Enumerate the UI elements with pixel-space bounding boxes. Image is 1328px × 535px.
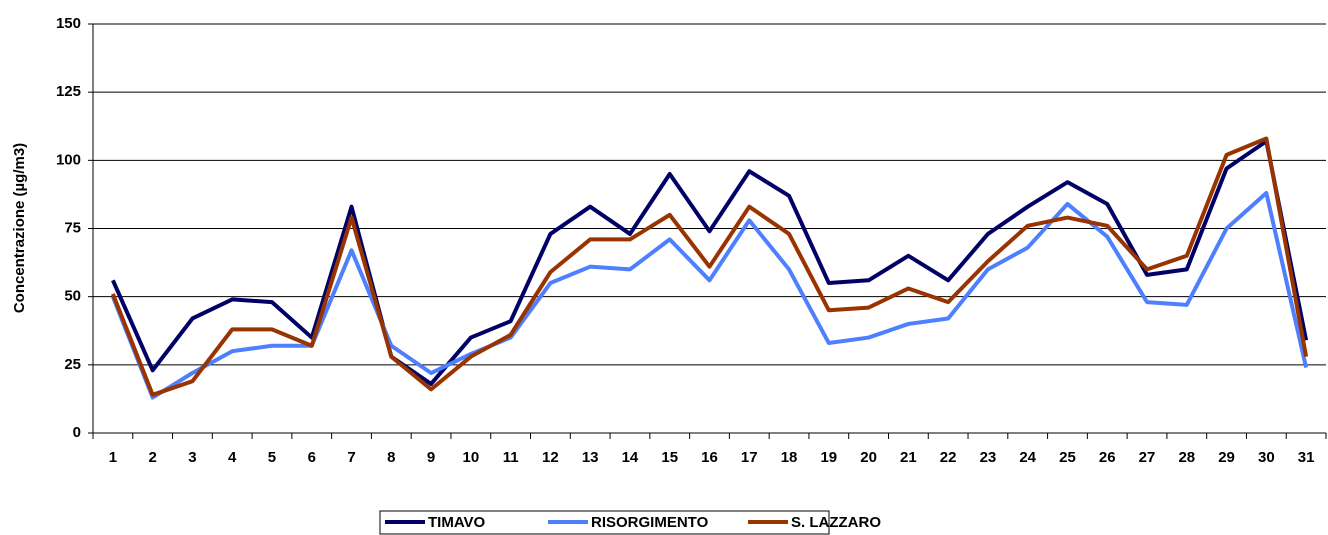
y-tick-label: 75 <box>64 219 81 236</box>
y-axis-label: Concentrazione (µg/m3) <box>11 143 28 313</box>
x-tick-label: 2 <box>148 449 156 466</box>
series-line <box>111 191 1309 400</box>
x-tick-label: 11 <box>503 449 519 466</box>
x-tick-label: 1 <box>109 449 117 466</box>
series-line <box>111 139 1309 386</box>
x-tick-label: 23 <box>980 449 997 466</box>
x-tick-label: 10 <box>463 449 480 466</box>
x-tick-label: 19 <box>820 449 837 466</box>
x-tick-label: 13 <box>582 449 599 466</box>
x-tick-label: 16 <box>701 449 718 466</box>
x-tick-label: 15 <box>661 449 678 466</box>
legend-label: RISORGIMENTO <box>591 514 709 531</box>
x-tick-label: 12 <box>542 449 559 466</box>
x-tick-label: 27 <box>1139 449 1156 466</box>
y-tick-label: 0 <box>73 424 81 441</box>
x-tick-label: 28 <box>1178 449 1195 466</box>
x-tick-label: 21 <box>900 449 917 466</box>
x-tick-label: 17 <box>741 449 758 466</box>
legend-label: S. LAZZARO <box>791 514 881 531</box>
x-tick-label: 5 <box>268 449 276 466</box>
legend-label: TIMAVO <box>428 514 486 531</box>
x-tick-label: 24 <box>1019 449 1036 466</box>
series-line <box>111 136 1309 397</box>
x-tick-label: 9 <box>427 449 435 466</box>
y-tick-label: 50 <box>64 288 81 305</box>
x-tick-label: 6 <box>308 449 316 466</box>
legend <box>379 510 830 535</box>
x-tick-label: 29 <box>1218 449 1235 466</box>
x-tick-label: 26 <box>1099 449 1116 466</box>
x-tick-label: 7 <box>347 449 355 466</box>
y-tick-label: 25 <box>64 356 81 373</box>
x-tick-label: 3 <box>188 449 196 466</box>
x-tick-label: 30 <box>1258 449 1275 466</box>
x-tick-label: 18 <box>781 449 798 466</box>
y-tick-label: 150 <box>56 15 81 32</box>
y-tick-label: 125 <box>56 83 81 100</box>
x-tick-label: 20 <box>860 449 877 466</box>
x-tick-label: 22 <box>940 449 957 466</box>
x-tick-label: 25 <box>1059 449 1076 466</box>
x-tick-label: 8 <box>387 449 395 466</box>
x-tick-label: 14 <box>622 449 639 466</box>
y-tick-label: 100 <box>56 151 81 168</box>
x-tick-label: 4 <box>228 449 237 466</box>
x-tick-label: 31 <box>1298 449 1315 466</box>
